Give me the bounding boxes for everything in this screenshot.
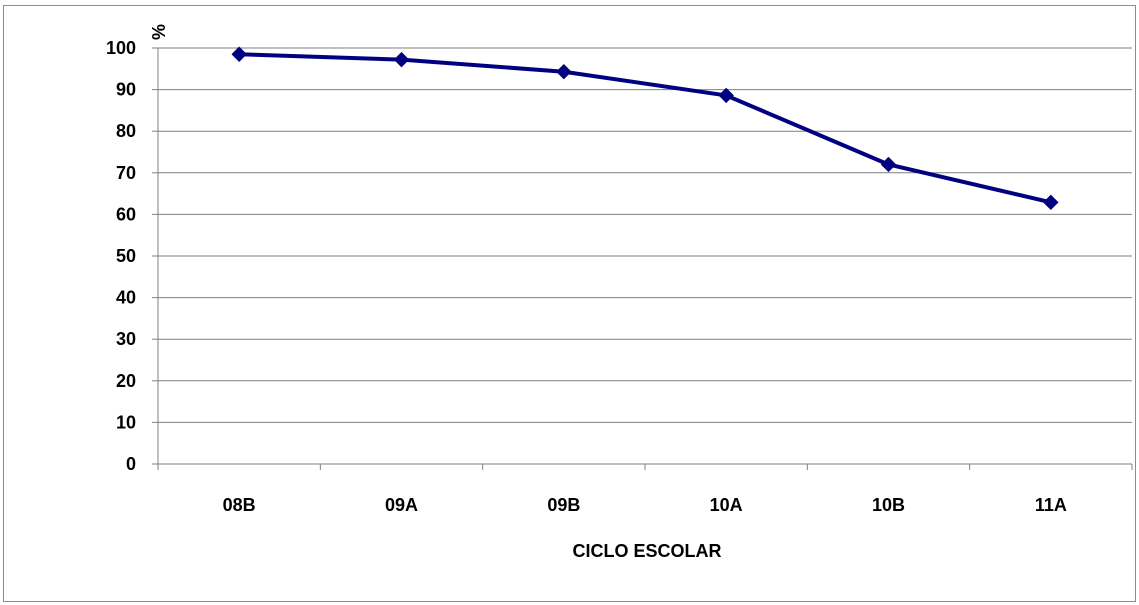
y-tick-label: 60 <box>116 204 136 224</box>
series-line <box>239 52 1052 205</box>
data-point-marker <box>231 46 247 62</box>
data-point-marker <box>1043 194 1059 211</box>
x-tick-label: 11A <box>1035 495 1067 515</box>
x-tick-labels: 08B 09A 09B 10A 10B 11A <box>223 495 1067 515</box>
data-point-marker <box>718 87 734 104</box>
y-axis-unit: % <box>149 24 169 40</box>
y-tick-label: 0 <box>126 454 136 474</box>
x-tick-label: 09B <box>547 495 580 515</box>
x-tick-label: 09A <box>385 495 418 515</box>
y-tick-label: 90 <box>116 80 136 100</box>
y-tick-label: 80 <box>116 121 136 141</box>
x-tick-label: 08B <box>223 495 256 515</box>
x-tick-label: 10A <box>710 495 743 515</box>
y-tick-label: 10 <box>116 412 136 432</box>
gridlines <box>158 47 1132 423</box>
x-tick-label: 10B <box>872 495 905 515</box>
y-tick-label: 20 <box>116 371 136 391</box>
series <box>231 46 1059 211</box>
data-point-marker <box>556 64 572 80</box>
y-tick-label: 40 <box>116 288 136 308</box>
axes <box>152 47 1133 470</box>
y-tick-labels: 0 10 20 30 40 50 60 70 80 90 100 <box>106 38 136 474</box>
y-tick-label: 100 <box>106 38 136 58</box>
x-axis-title: CICLO ESCOLAR <box>572 541 721 561</box>
y-tick-label: 30 <box>116 329 136 349</box>
chart-frame <box>3 5 1136 602</box>
y-tick-label: 70 <box>116 163 136 183</box>
data-point-marker <box>393 51 410 68</box>
data-point-marker <box>880 156 897 173</box>
y-tick-label: 50 <box>116 246 136 266</box>
